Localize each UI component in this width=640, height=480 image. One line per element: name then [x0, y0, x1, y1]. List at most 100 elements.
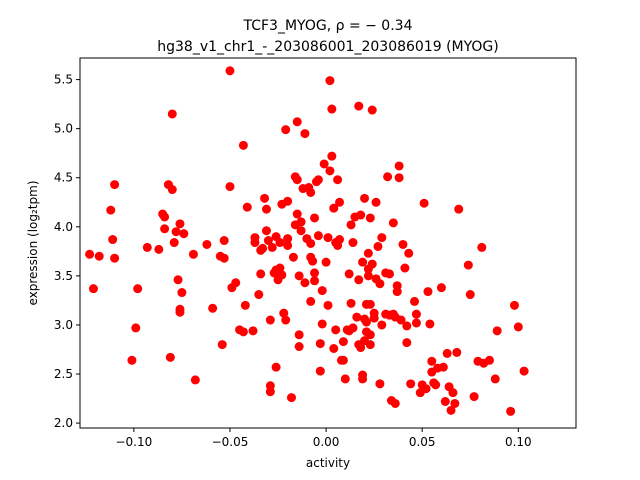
data-point-73: [283, 234, 293, 244]
data-point-196: [425, 319, 435, 329]
y-tick-label: 5.0: [54, 122, 73, 136]
data-point-52: [261, 204, 271, 214]
data-point-14: [160, 224, 170, 234]
data-point-193: [419, 198, 429, 208]
data-point-100: [313, 175, 323, 185]
data-point-30: [208, 303, 218, 313]
data-point-112: [327, 104, 337, 114]
data-point-13: [160, 212, 170, 222]
data-point-38: [231, 278, 241, 288]
data-point-219: [490, 374, 500, 384]
data-point-157: [367, 259, 377, 269]
data-point-181: [396, 315, 406, 325]
data-point-34: [219, 236, 229, 246]
data-point-33: [219, 253, 229, 263]
chart-title-line-2: hg38_v1_chr1_-_203086001_203086019 (MYOG…: [157, 39, 499, 55]
data-point-51: [260, 193, 270, 203]
data-point-57: [265, 315, 275, 325]
data-point-125: [340, 374, 350, 384]
data-point-130: [346, 298, 356, 308]
data-point-16: [165, 352, 175, 362]
data-point-142: [358, 257, 368, 267]
data-point-1: [88, 284, 98, 294]
data-point-176: [390, 398, 400, 408]
data-point-68: [279, 308, 289, 318]
data-point-138: [356, 210, 366, 220]
data-point-173: [388, 218, 398, 228]
data-point-182: [398, 239, 408, 249]
data-point-146: [361, 317, 371, 327]
data-point-211: [454, 204, 464, 214]
data-point-153: [365, 299, 375, 309]
data-point-117: [331, 325, 341, 335]
data-point-106: [319, 159, 329, 169]
data-point-190: [411, 318, 421, 328]
data-point-24: [175, 307, 185, 317]
data-point-143: [360, 193, 370, 203]
data-point-42: [240, 300, 250, 310]
data-point-170: [385, 269, 395, 279]
x-tick-label: 0.10: [505, 435, 532, 449]
data-point-10: [142, 242, 152, 252]
data-point-28: [190, 375, 200, 385]
data-point-216: [477, 242, 487, 252]
x-tick-label: −0.10: [115, 435, 152, 449]
data-point-113: [327, 151, 337, 161]
data-point-95: [308, 256, 318, 266]
data-point-9: [133, 284, 143, 294]
data-point-54: [263, 236, 273, 246]
data-point-53: [261, 226, 271, 236]
data-point-103: [315, 339, 325, 349]
data-point-166: [377, 320, 387, 330]
data-point-178: [392, 287, 402, 297]
data-point-82: [294, 342, 304, 352]
data-point-221: [506, 406, 516, 416]
data-point-214: [469, 392, 479, 402]
data-point-163: [375, 279, 385, 289]
data-point-139: [356, 343, 366, 353]
data-point-87: [300, 129, 310, 139]
data-point-129: [346, 220, 356, 230]
data-point-204: [440, 397, 450, 406]
y-axis: 2.0 2.5 3.0 3.5 4.0 4.5 5.0 5.5: [54, 73, 80, 430]
data-point-49: [256, 269, 266, 279]
data-point-220: [492, 326, 502, 336]
data-point-208: [448, 388, 458, 398]
data-point-98: [310, 268, 320, 278]
data-point-194: [421, 384, 431, 394]
data-point-207: [446, 405, 456, 415]
x-axis-label: activity: [306, 456, 350, 470]
data-point-36: [225, 182, 235, 192]
y-tick-label: 3.0: [54, 318, 73, 332]
data-point-91: [306, 187, 316, 197]
data-point-3: [106, 205, 116, 215]
data-point-81: [294, 271, 304, 281]
data-point-97: [310, 213, 320, 223]
data-point-32: [217, 340, 227, 350]
data-point-35: [225, 66, 235, 76]
data-point-200: [431, 380, 441, 390]
data-point-202: [436, 283, 446, 293]
data-point-74: [286, 393, 296, 403]
x-axis: −0.10 −0.05 0.00 0.05 0.10: [115, 428, 532, 449]
data-point-210: [452, 347, 462, 357]
data-point-212: [463, 260, 473, 270]
x-tick-label: 0.00: [313, 435, 340, 449]
data-point-22: [175, 219, 185, 229]
data-point-115: [329, 344, 339, 353]
data-point-224: [519, 366, 529, 376]
data-point-188: [410, 296, 420, 306]
data-point-154: [365, 330, 375, 340]
data-point-131: [348, 238, 358, 248]
data-point-132: [348, 323, 358, 333]
data-point-92: [306, 238, 316, 248]
data-point-64: [275, 263, 285, 273]
y-tick-label: 2.0: [54, 416, 73, 430]
data-point-72: [283, 196, 293, 206]
data-point-197: [427, 356, 437, 366]
data-point-20: [171, 227, 181, 237]
data-point-79: [292, 175, 302, 185]
data-point-71: [283, 240, 293, 250]
data-point-21: [173, 275, 183, 285]
